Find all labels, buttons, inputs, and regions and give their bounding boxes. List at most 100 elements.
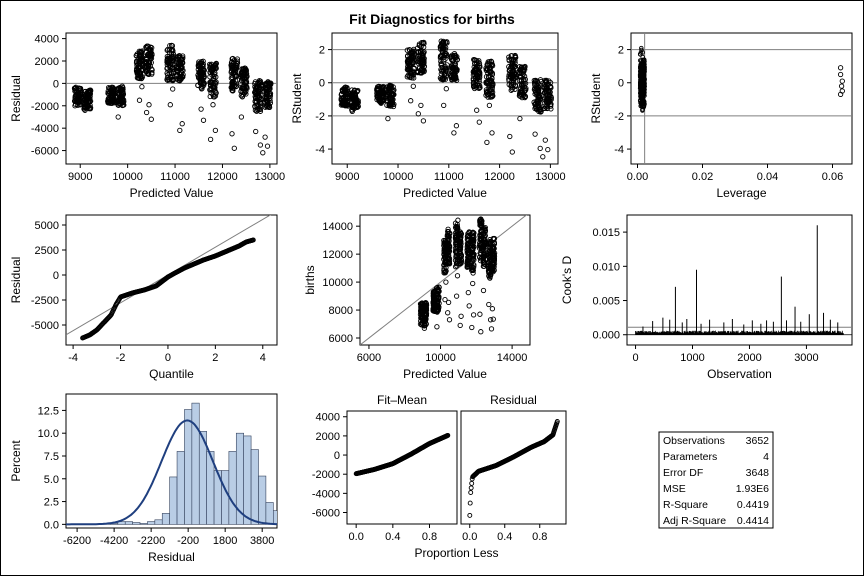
cooks-distance-plot: 0 1000 2000 3000 0.000 0.005 0.010 0.015 Observa… — [560, 214, 853, 381]
data-point — [487, 317, 494, 323]
data-point — [480, 287, 487, 294]
data-point — [522, 93, 528, 100]
data-point — [178, 56, 185, 62]
data-point — [518, 64, 525, 70]
y-tick-label: -2000 — [31, 101, 59, 113]
data-point — [839, 78, 845, 84]
data-point — [263, 102, 269, 109]
data-point — [143, 59, 150, 66]
plot-marks — [467, 419, 560, 518]
data-point — [72, 85, 78, 91]
y-tick-label: -2 — [315, 111, 325, 123]
residual-vs-predicted-plot: 9000 10000 11000 12000 13000 -6000 -4000 -2000 0… — [9, 32, 285, 200]
histogram-bar — [154, 519, 163, 525]
data-point — [266, 80, 272, 86]
data-point — [456, 231, 462, 238]
data-point — [212, 93, 219, 99]
data-point — [201, 75, 207, 81]
data-point — [641, 76, 647, 81]
histogram-bar — [191, 402, 200, 525]
x-tick-label: 13000 — [535, 171, 566, 183]
x-tick-label: 0.00 — [627, 171, 648, 183]
data-point — [435, 295, 441, 301]
data-point — [445, 310, 451, 316]
data-point — [837, 65, 844, 71]
data-point — [490, 256, 497, 262]
x-axis-label: Predicted Value — [403, 367, 487, 381]
data-point — [349, 107, 355, 113]
data-point — [483, 74, 490, 80]
data-point — [434, 308, 440, 315]
y-tick-label: 2 — [618, 45, 624, 57]
y-axis-label: Residual — [9, 75, 23, 122]
y-tick-label: 0.0 — [44, 519, 59, 531]
data-point — [417, 48, 423, 54]
data-point — [110, 84, 116, 91]
plot-marks — [66, 402, 288, 526]
data-point — [535, 100, 541, 106]
data-point — [532, 91, 538, 97]
data-point — [446, 317, 453, 323]
data-point — [535, 88, 542, 94]
data-point — [458, 241, 464, 247]
data-point — [238, 92, 244, 99]
data-point — [489, 75, 495, 81]
data-point — [105, 88, 111, 94]
data-point — [264, 143, 271, 149]
data-point — [386, 94, 393, 100]
data-point — [167, 65, 173, 71]
data-point — [422, 314, 429, 321]
data-point — [414, 45, 421, 51]
x-tick-label: 14000 — [497, 352, 528, 364]
data-point — [253, 98, 260, 105]
data-point — [410, 83, 416, 89]
data-point — [455, 217, 461, 223]
data-point — [167, 102, 173, 108]
x-axis-label: Observation — [707, 367, 772, 381]
y-axis-label: RStudent — [290, 73, 304, 124]
y-tick-label: -2500 — [31, 295, 59, 307]
data-point — [456, 234, 462, 241]
data-point — [481, 254, 487, 260]
data-point — [170, 86, 176, 92]
data-point — [229, 59, 235, 65]
x-tick-label: 6000 — [357, 352, 381, 364]
data-point — [476, 58, 482, 64]
panel-title: Fit–Mean — [377, 393, 427, 407]
y-tick-label: 0 — [334, 450, 340, 462]
observed-vs-predicted-plot: 6000 10000 14000 6000 8000 10000 12000 14000 Pre… — [303, 214, 531, 381]
data-point — [252, 89, 258, 96]
y-tick-label: -6000 — [312, 508, 340, 520]
y-tick-label: 8000 — [329, 305, 353, 317]
data-point — [75, 102, 81, 108]
data-point — [264, 104, 271, 110]
x-tick-label: 0.06 — [822, 171, 843, 183]
data-point — [149, 45, 155, 51]
data-point — [517, 115, 523, 122]
data-point — [487, 94, 493, 100]
x-tick-label: 2 — [212, 352, 218, 364]
data-point — [454, 273, 461, 279]
data-point — [76, 89, 82, 95]
data-point — [469, 480, 475, 486]
histogram-bar — [281, 522, 288, 525]
data-point — [168, 47, 175, 53]
residual-fit-mean-panel: 0.0 0.4 0.8 -6000 -4000 -2000 0 2000 4000 Fit–Mea… — [312, 393, 458, 543]
data-point — [405, 61, 411, 67]
histogram-bar — [258, 475, 267, 525]
data-point — [522, 88, 528, 94]
data-point — [439, 64, 446, 71]
x-tick-label: 0.4 — [385, 531, 400, 543]
data-point — [487, 272, 493, 278]
histogram-bar — [272, 510, 277, 525]
data-point — [532, 131, 538, 137]
data-point — [109, 93, 115, 99]
histogram-bar — [139, 523, 148, 525]
data-point — [532, 87, 538, 94]
x-tick-label: 12000 — [207, 171, 238, 183]
data-point — [149, 70, 155, 76]
data-point — [638, 96, 644, 101]
x-axis-label: Proportion Less — [414, 546, 498, 560]
data-point — [387, 83, 393, 89]
data-point — [470, 264, 477, 271]
